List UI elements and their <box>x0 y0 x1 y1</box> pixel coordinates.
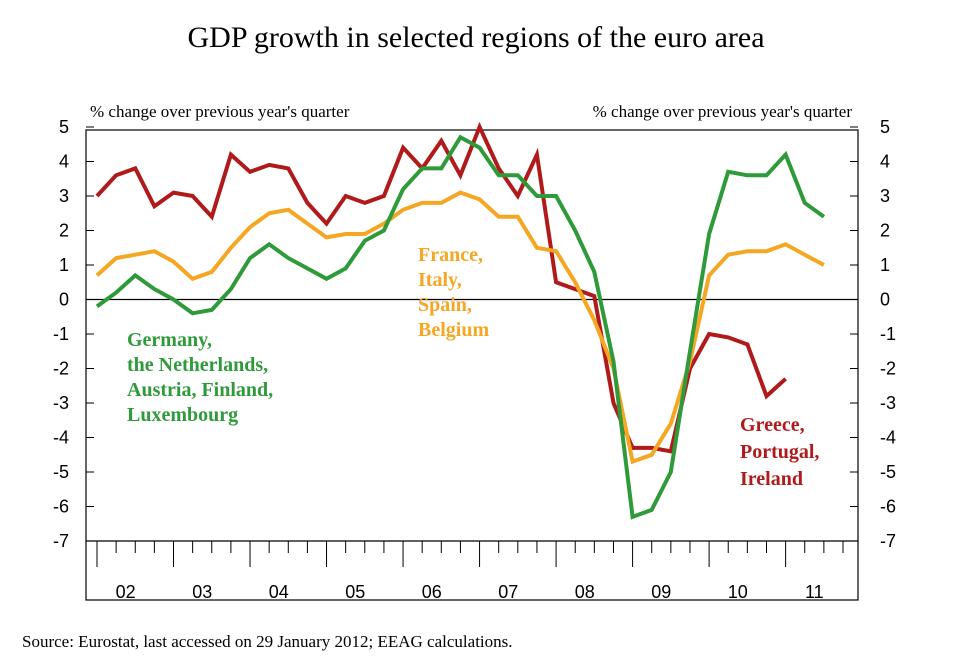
y-tick-label-left: -7 <box>53 531 69 551</box>
x-tick-label: 03 <box>192 582 212 602</box>
y-tick-label-left: -2 <box>53 359 69 379</box>
y-tick-label-left: -5 <box>53 462 69 482</box>
label-germany-line: the Netherlands, <box>127 354 268 376</box>
label-france-group: France, Italy, Spain, Belgium <box>418 244 489 341</box>
y-tick-label-left: 3 <box>59 186 69 206</box>
x-tick-label: 10 <box>728 582 748 602</box>
label-germany-line: Austria, Finland, <box>127 379 273 401</box>
y-tick-label-left: -1 <box>53 324 69 344</box>
subtitle-left: % change over previous year's quarter <box>90 102 350 121</box>
label-france-line: France, <box>418 244 483 266</box>
x-tick-label: 02 <box>116 582 136 602</box>
series-line-france-italy-spain-belgium <box>95 190 825 465</box>
y-axis-left: 5 4 3 2 1 0 -1 -2 -3 -4 -5 -6 -7 <box>53 117 858 551</box>
plot-frame <box>85 129 859 601</box>
y-tick-label-right: -7 <box>880 531 896 551</box>
label-greece-line: Ireland <box>740 468 803 490</box>
label-greece-line: Portugal, <box>740 441 819 463</box>
y-tick-label-left: -6 <box>53 497 69 517</box>
y-tick-label-right: -3 <box>880 393 896 413</box>
label-france-line: Italy, <box>418 269 462 291</box>
y-tick-label-right: -1 <box>880 324 896 344</box>
y-tick-label-left: -4 <box>53 428 69 448</box>
y-tick-label-left: 2 <box>59 221 69 241</box>
y-tick-label-left: 1 <box>59 255 69 275</box>
y-tick-label-right: 5 <box>880 117 890 137</box>
y-axis-right: 5 4 3 2 1 0 -1 -2 -3 -4 -5 -6 -7 <box>850 117 896 551</box>
label-greece-group: Greece, Portugal, Ireland <box>740 414 824 490</box>
y-tick-label-right: -4 <box>880 428 896 448</box>
y-tick-label-right: 4 <box>880 152 890 172</box>
x-tick-label: 08 <box>575 582 595 602</box>
y-tick-label-left: 0 <box>59 290 69 310</box>
label-france-line: Spain, <box>418 294 472 316</box>
y-tick-label-right: 1 <box>880 255 890 275</box>
y-tick-label-left: 5 <box>59 117 69 137</box>
label-germany-line: Germany, <box>127 329 212 351</box>
x-axis: 02 03 04 05 06 07 08 09 10 11 <box>86 540 858 602</box>
subtitle-right: % change over previous year's quarter <box>593 102 853 121</box>
y-tick-label-left: 4 <box>59 152 69 172</box>
series-line-greece-portugal-ireland <box>95 121 787 454</box>
label-germany-group: Germany, the Netherlands, Austria, Finla… <box>127 329 278 426</box>
x-tick-label: 06 <box>422 582 442 602</box>
y-tick-label-right: 2 <box>880 221 890 241</box>
label-france-line: Belgium <box>418 319 489 341</box>
x-tick-label: 04 <box>269 582 289 602</box>
label-germany-line: Luxembourg <box>127 404 238 426</box>
y-tick-label-right: -2 <box>880 359 896 379</box>
y-tick-label-left: -3 <box>53 393 69 413</box>
x-tick-label: 11 <box>805 582 824 602</box>
chart-title: GDP growth in selected regions of the eu… <box>187 21 764 54</box>
series-layer <box>95 121 826 520</box>
x-tick-label: 05 <box>345 582 365 602</box>
series-line-germany-group <box>95 134 826 520</box>
x-tick-label: 07 <box>498 582 518 602</box>
source-note: Source: Eurostat, last accessed on 29 Ja… <box>22 632 513 651</box>
y-tick-label-right: -6 <box>880 497 896 517</box>
y-tick-label-right: 0 <box>880 290 890 310</box>
y-tick-label-right: -5 <box>880 462 896 482</box>
label-greece-line: Greece, <box>740 414 805 436</box>
y-tick-label-right: 3 <box>880 186 890 206</box>
x-tick-label: 09 <box>651 582 671 602</box>
